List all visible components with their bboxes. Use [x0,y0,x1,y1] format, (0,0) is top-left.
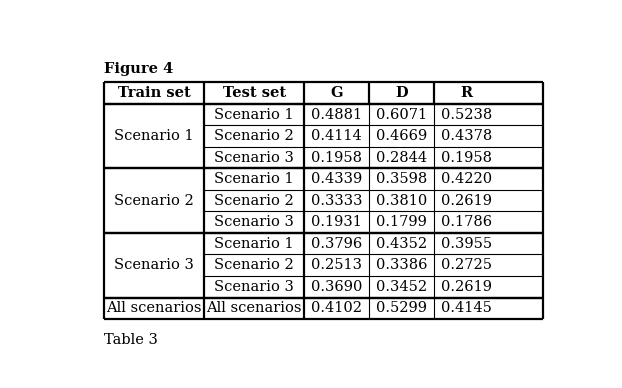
Text: 0.4881: 0.4881 [311,108,363,122]
Text: 0.2844: 0.2844 [376,151,427,165]
Text: 0.2725: 0.2725 [441,258,492,272]
Text: Scenario 2: Scenario 2 [215,194,294,208]
Text: 0.5238: 0.5238 [441,108,492,122]
Text: 0.3796: 0.3796 [311,237,363,251]
Text: Test set: Test set [223,86,286,100]
Text: R: R [460,86,473,100]
Text: 0.1931: 0.1931 [312,215,362,229]
Text: Scenario 3: Scenario 3 [215,151,294,165]
Text: Scenario 1: Scenario 1 [215,237,294,251]
Text: Scenario 2: Scenario 2 [215,258,294,272]
Text: G: G [330,86,343,100]
Text: 0.4352: 0.4352 [376,237,427,251]
Text: Scenario 2: Scenario 2 [114,194,194,208]
Text: 0.4102: 0.4102 [311,301,362,315]
Text: 0.1958: 0.1958 [311,151,362,165]
Text: 0.3386: 0.3386 [376,258,427,272]
Text: 0.4220: 0.4220 [441,172,492,186]
Text: Table 3: Table 3 [104,333,158,347]
Text: Scenario 1: Scenario 1 [215,108,294,122]
Text: 0.3333: 0.3333 [311,194,363,208]
Text: 0.1958: 0.1958 [441,151,492,165]
Text: 0.5299: 0.5299 [376,301,427,315]
Text: 0.3452: 0.3452 [376,280,427,294]
Text: 0.2619: 0.2619 [441,194,492,208]
Text: Train set: Train set [118,86,191,100]
Text: Scenario 2: Scenario 2 [215,129,294,143]
Text: 0.3810: 0.3810 [376,194,427,208]
Text: 0.2513: 0.2513 [311,258,362,272]
Text: D: D [396,86,408,100]
Text: 0.1786: 0.1786 [441,215,492,229]
Text: All scenarios: All scenarios [106,301,202,315]
Text: Scenario 3: Scenario 3 [215,215,294,229]
Text: Figure 4: Figure 4 [104,62,174,76]
Text: 0.4145: 0.4145 [441,301,492,315]
Text: 0.3690: 0.3690 [311,280,363,294]
Text: 0.3598: 0.3598 [376,172,427,186]
Text: Scenario 1: Scenario 1 [215,172,294,186]
Text: 0.4378: 0.4378 [441,129,492,143]
Text: All scenarios: All scenarios [207,301,302,315]
Text: 0.4114: 0.4114 [312,129,362,143]
Text: 0.1799: 0.1799 [376,215,427,229]
Text: Scenario 3: Scenario 3 [215,280,294,294]
Text: Scenario 1: Scenario 1 [114,129,194,143]
Text: 0.4339: 0.4339 [311,172,363,186]
Text: 0.4669: 0.4669 [376,129,427,143]
Text: 0.6071: 0.6071 [376,108,427,122]
Text: Scenario 3: Scenario 3 [114,258,194,272]
Text: 0.2619: 0.2619 [441,280,492,294]
Text: 0.3955: 0.3955 [441,237,492,251]
